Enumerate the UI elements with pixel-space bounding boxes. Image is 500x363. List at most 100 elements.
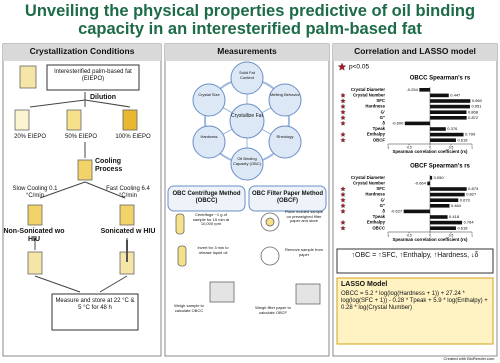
significance-star (340, 191, 346, 197)
bar (430, 226, 456, 230)
category-label: G' (381, 109, 385, 114)
property-node (192, 125, 226, 159)
final-box: Measure and store at 22 °C & 5 °C for 48… (55, 298, 135, 311)
value-label: 0.764 (464, 220, 475, 225)
panel-header (333, 44, 497, 61)
x-tick-label: 1 (471, 233, 473, 237)
bar (419, 88, 430, 92)
lasso-title: LASSO Model (341, 281, 388, 288)
property-label: Hardness (200, 134, 218, 139)
significance-star (340, 92, 346, 98)
chart-title: OBCC Spearman's rs (410, 76, 471, 82)
significance-star (340, 225, 346, 231)
dilution-label: 50% EIEPO (64, 134, 97, 140)
box (46, 64, 140, 91)
significance-star (340, 109, 346, 115)
cooling-label: Slow Cooling 0.1 °C/min (12, 186, 58, 199)
value-label: -0.627 (391, 208, 403, 213)
category-label: Enthalpy (367, 132, 386, 137)
bar (430, 215, 448, 219)
value-label: 0.868 (468, 109, 479, 114)
center-label: Crystallize Fat (231, 113, 263, 119)
property-node (192, 83, 226, 117)
bar (430, 187, 467, 191)
bar (427, 181, 430, 186)
bar (430, 192, 465, 197)
method-title: OBC Filter Paper Method (OBCF) (251, 191, 323, 204)
category-label: Hardness (365, 104, 385, 109)
method-step: Centrifuge ~1 g of sample for 15 min at … (192, 212, 230, 227)
bar (430, 138, 456, 142)
x-tick-label: -0.5 (406, 233, 412, 237)
category-label: Crystal Number (353, 181, 385, 186)
method-step: Weigh filter paper to calculate OBCF (255, 305, 291, 315)
method-step: Remove sample from paper (284, 247, 323, 257)
value-label: -0.600 (392, 120, 404, 125)
bar (430, 198, 459, 202)
x-tick-label: 0.5 (449, 145, 454, 149)
property-node (268, 125, 302, 159)
category-label: Enthalpy (367, 220, 386, 225)
panel-header (3, 44, 161, 61)
start-box: Interesterified palm-based fat (EIEPO) (54, 69, 132, 82)
value-label: 0.464 (451, 203, 462, 208)
value-label: 0.673 (460, 197, 471, 202)
category-label: G'' (380, 203, 385, 208)
bar (430, 110, 467, 114)
x-tick-label: 0 (429, 145, 431, 149)
bar (430, 204, 450, 208)
value-label: -0.064 (414, 180, 426, 185)
bar (430, 220, 463, 225)
category-label: δ (382, 121, 385, 126)
property-label: Rheology (276, 134, 294, 139)
bar (403, 209, 430, 214)
method-icons (175, 212, 321, 305)
center-node (229, 103, 265, 139)
dilution-label: 100% EIEPO (115, 134, 151, 140)
bar (430, 104, 470, 109)
bar (430, 132, 464, 137)
value-label: 0.872 (468, 115, 479, 120)
category-label: SFC (376, 98, 385, 103)
category-label: G'' (380, 115, 385, 120)
x-tick-label: -1 (387, 233, 390, 237)
significance-star (340, 120, 346, 126)
significance-star (340, 98, 346, 104)
step-label: Cooling Process (95, 158, 123, 174)
significance-star (337, 62, 347, 71)
method-step: Weigh sample to calculate OBCC (174, 303, 204, 313)
lasso-equation: OBCC = 5.2 * log(log(Hardness + 1)) + 27… (341, 291, 488, 311)
x-axis-label: Spearman correlation coefficient (rs) (393, 237, 469, 242)
cooling-label: Fast Cooling 6.4 °C/min (106, 186, 150, 199)
panel-header: Correlation and LASSO model (354, 46, 476, 56)
value-label: 0.618 (457, 137, 468, 142)
x-tick-label: 0.5 (449, 233, 454, 237)
x-tick-label: -0.5 (406, 145, 412, 149)
method-title: OBC Centrifuge Method (OBCC) (172, 191, 241, 204)
panel-header: Measurements (217, 46, 277, 56)
significance-star (340, 131, 346, 137)
value-label: 0.376 (447, 126, 458, 131)
category-label: Crystal Diameter (351, 87, 385, 92)
value-label: 0.418 (449, 214, 460, 219)
chart-title: OBCF Spearman's rs (410, 164, 470, 170)
category-label: δ (382, 209, 385, 214)
method-box (248, 185, 327, 212)
category-label: Crystal Diameter (351, 175, 385, 180)
significance-star (340, 203, 346, 209)
panel-header (165, 44, 329, 61)
sonication-label: Non-Sonicated wo HIU (3, 228, 65, 244)
sonication-label: Sonicated w HIU (100, 228, 156, 235)
flow-arrows (29, 92, 131, 293)
category-label: OBCC (372, 225, 385, 230)
value-label: 0.447 (450, 92, 461, 97)
bar (430, 116, 467, 120)
category-label: Hardness (365, 192, 385, 197)
title: Unveiling the physical properties predic… (24, 2, 476, 39)
significance-star (340, 137, 346, 143)
beaker-icons (14, 65, 138, 275)
significance-star (340, 103, 346, 109)
bar (430, 127, 446, 131)
